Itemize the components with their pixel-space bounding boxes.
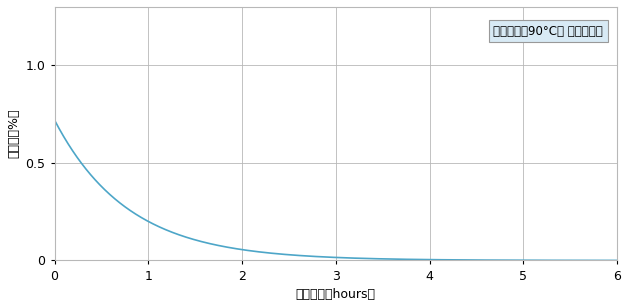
X-axis label: 干燥时间（hours）: 干燥时间（hours） xyxy=(296,288,376,301)
Y-axis label: 水分率（%）: 水分率（%） xyxy=(7,109,20,158)
Text: 干燥条件：90°C／ 热风干燥机: 干燥条件：90°C／ 热风干燥机 xyxy=(494,25,603,38)
